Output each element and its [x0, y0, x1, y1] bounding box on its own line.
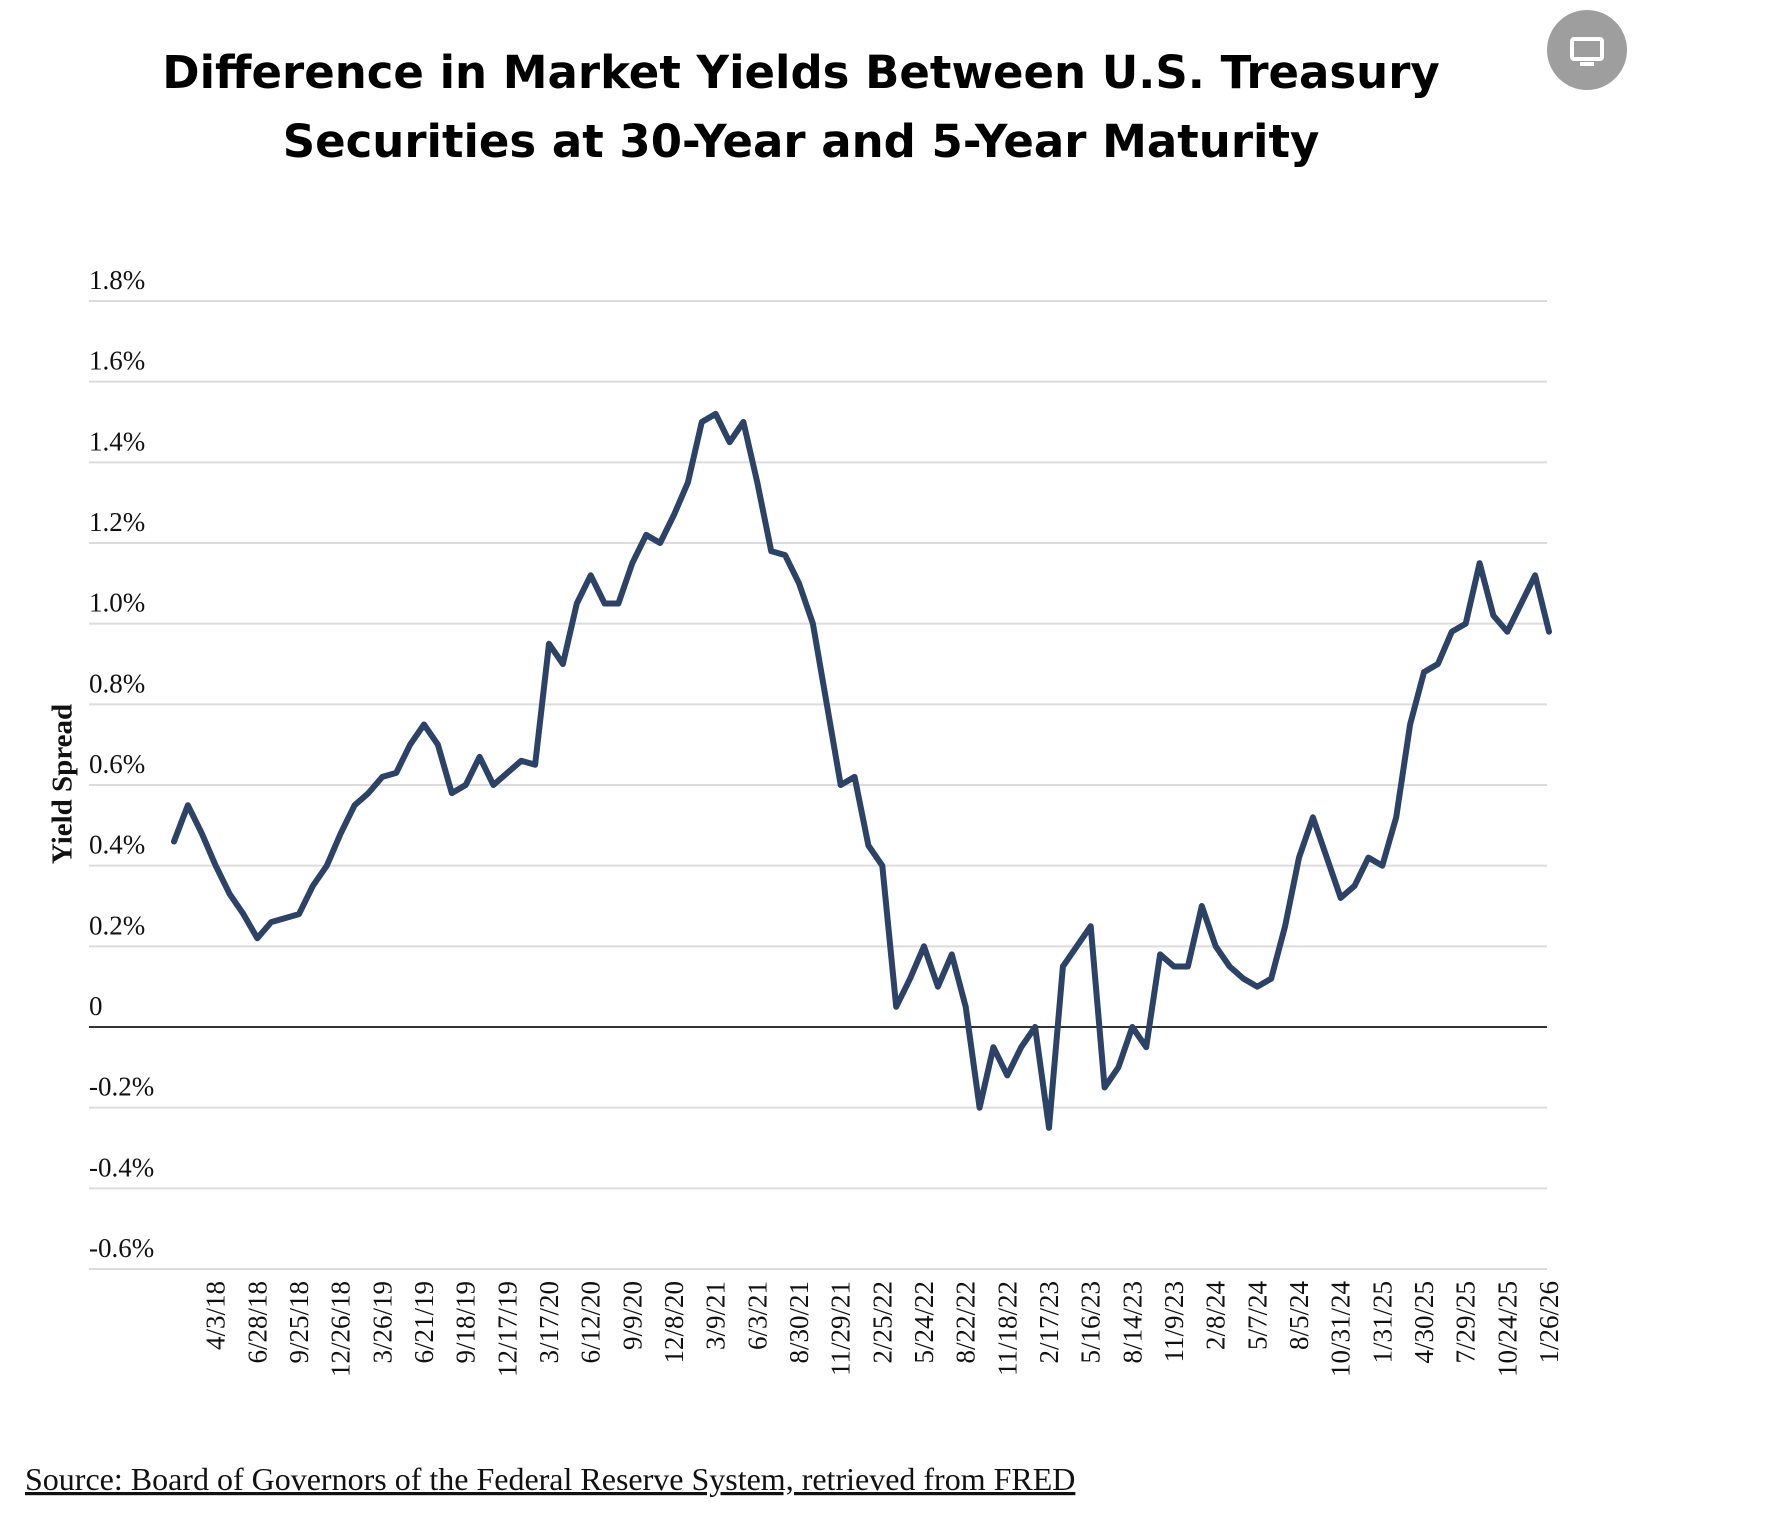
x-tick-label: 3/26/19	[367, 1281, 397, 1364]
y-tick-label: 0.8%	[89, 668, 145, 698]
y-tick-label: 1.0%	[89, 588, 145, 618]
x-tick-label: 12/26/18	[326, 1281, 356, 1377]
x-tick-label: 1/26/26	[1534, 1281, 1564, 1364]
y-tick-label: 1.8%	[89, 265, 145, 295]
y-tick-label: 1.4%	[89, 426, 145, 456]
y-tick-label: 0.4%	[89, 830, 145, 860]
x-tick-label: 2/8/24	[1201, 1281, 1231, 1351]
x-tick-label: 8/22/22	[951, 1281, 981, 1364]
x-tick-label: 8/30/21	[784, 1281, 814, 1364]
chart-title: Securities at 30-Year and 5-Year Maturit…	[283, 115, 1320, 168]
x-tick-label: 11/18/22	[992, 1281, 1022, 1376]
screen-button[interactable]	[1547, 10, 1627, 90]
x-tick-label: 4/30/25	[1409, 1281, 1439, 1364]
x-tick-label: 5/24/22	[909, 1281, 939, 1364]
x-tick-label: 10/31/24	[1326, 1281, 1356, 1378]
x-tick-label: 6/12/20	[576, 1281, 606, 1364]
button-circle[interactable]	[1547, 10, 1627, 90]
x-tick-label: 1/31/25	[1367, 1281, 1397, 1364]
x-tick-label: 12/17/19	[492, 1281, 522, 1377]
chart-title: Difference in Market Yields Between U.S.…	[162, 46, 1440, 99]
x-tick-label: 6/3/21	[742, 1281, 772, 1350]
y-tick-label: -0.4%	[89, 1152, 154, 1182]
y-tick-label: -0.2%	[89, 1072, 154, 1102]
x-tick-label: 8/5/24	[1284, 1281, 1314, 1351]
x-tick-label: 12/8/20	[659, 1281, 689, 1364]
y-tick-label: 1.2%	[89, 507, 145, 537]
x-tick-label: 8/14/23	[1117, 1281, 1147, 1364]
series-line	[171, 410, 1552, 1131]
x-tick-label: 6/28/18	[242, 1281, 272, 1364]
y-axis-title: Yield Spread	[47, 704, 79, 864]
y-tick-label: 0.2%	[89, 910, 145, 940]
x-tick-label: 5/7/24	[1242, 1281, 1272, 1351]
x-tick-label: 10/24/25	[1492, 1281, 1522, 1377]
x-tick-label: 2/25/22	[867, 1281, 897, 1364]
x-tick-label: 9/9/20	[617, 1281, 647, 1350]
x-tick-label: 5/16/23	[1076, 1281, 1106, 1364]
x-tick-label: 3/17/20	[534, 1281, 564, 1364]
y-tick-label: 1.6%	[89, 346, 145, 376]
x-tick-label: 9/18/19	[451, 1281, 481, 1364]
y-tick-label: 0.6%	[89, 749, 145, 779]
x-tick-label: 6/21/19	[409, 1281, 439, 1364]
y-tick-label: -0.6%	[89, 1233, 154, 1263]
monitor-icon	[1570, 37, 1604, 61]
x-tick-label: 3/9/21	[701, 1281, 731, 1350]
x-tick-label: 7/29/25	[1451, 1281, 1481, 1364]
x-tick-label: 11/9/23	[1159, 1281, 1189, 1363]
x-tick-label: 9/25/18	[284, 1281, 314, 1364]
x-tick-label: 4/3/18	[201, 1281, 231, 1350]
y-tick-label: 0	[89, 991, 103, 1021]
x-tick-label: 2/17/23	[1034, 1281, 1064, 1364]
source-note: Source: Board of Governors of the Federa…	[25, 1461, 1075, 1497]
x-tick-label: 11/29/21	[826, 1281, 856, 1376]
